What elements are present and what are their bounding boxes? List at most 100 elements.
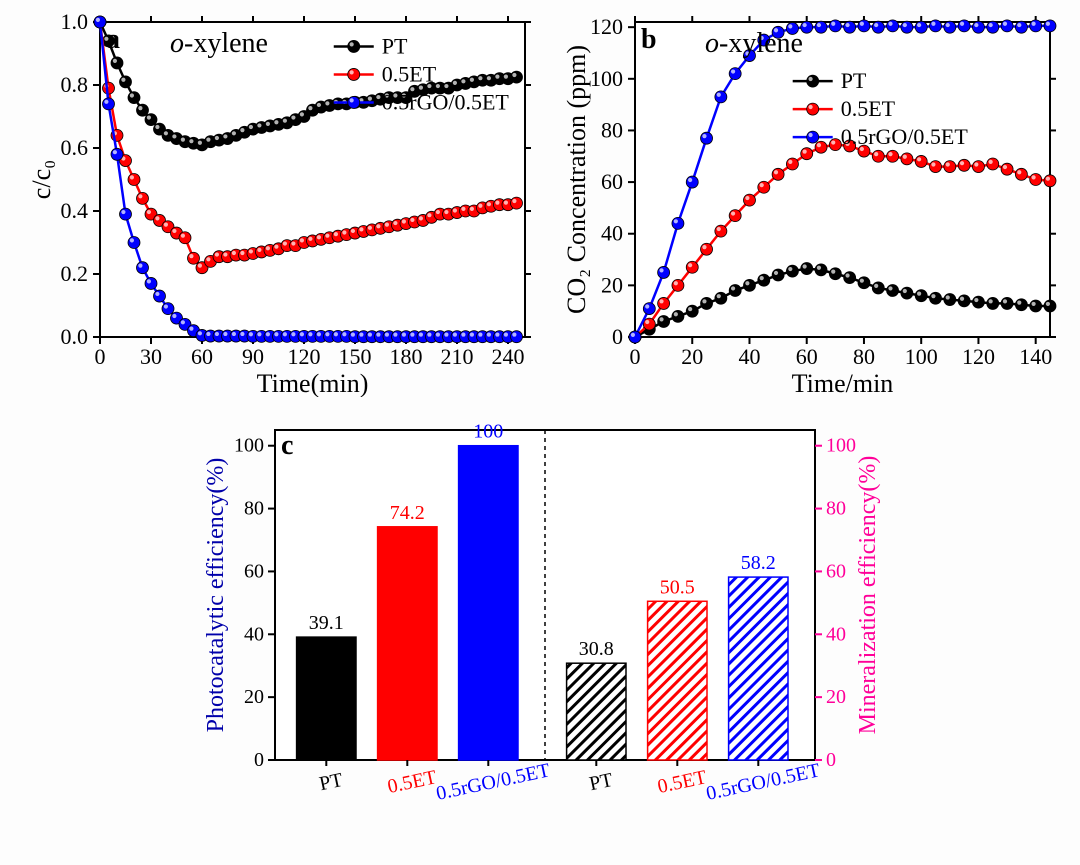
- datapoint: [179, 232, 191, 244]
- legend-label: PT: [382, 33, 408, 58]
- datapoint: [915, 21, 927, 33]
- datapoint: [915, 290, 927, 302]
- datapoint: [672, 217, 684, 229]
- svg-text:0.4: 0.4: [61, 198, 89, 223]
- legend-label: 0.5ET: [841, 96, 896, 121]
- datapoint: [729, 68, 741, 80]
- datapoint: [887, 285, 899, 297]
- svg-text:Time/min: Time/min: [792, 369, 894, 397]
- datapoint: [137, 192, 149, 204]
- svg-text:0.2: 0.2: [61, 261, 89, 286]
- datapoint: [643, 303, 655, 315]
- svg-text:0.8: 0.8: [61, 72, 89, 97]
- y-axis-right-label: Mineralization efficiency(%): [855, 456, 881, 735]
- datapoint: [801, 263, 813, 275]
- svg-text:0: 0: [630, 344, 641, 369]
- svg-text:60: 60: [191, 344, 213, 369]
- x-category-label: PT: [317, 769, 344, 795]
- datapoint: [915, 155, 927, 167]
- datapoint: [930, 161, 942, 173]
- y-axis-left-label: Photocatalytic efficiency(%): [203, 458, 229, 733]
- datapoint: [829, 268, 841, 280]
- svg-text:0: 0: [826, 749, 836, 771]
- svg-text:Time(min): Time(min): [257, 369, 369, 397]
- datapoint: [658, 316, 670, 328]
- datapoint: [786, 158, 798, 170]
- bar: [648, 601, 707, 760]
- datapoint: [930, 20, 942, 32]
- svg-text:40: 40: [244, 623, 264, 645]
- datapoint: [729, 285, 741, 297]
- bar: [459, 446, 518, 760]
- datapoint: [128, 237, 140, 249]
- svg-text:100: 100: [590, 66, 623, 91]
- svg-text:140: 140: [1019, 344, 1052, 369]
- x-category-label: PT: [587, 769, 614, 795]
- svg-text:20: 20: [601, 272, 623, 297]
- svg-text:120: 120: [962, 344, 995, 369]
- panel-label: c: [281, 430, 293, 461]
- datapoint: [128, 92, 140, 104]
- bar-value-label: 74.2: [390, 502, 425, 524]
- svg-text:120: 120: [288, 344, 321, 369]
- datapoint: [701, 132, 713, 144]
- datapoint: [815, 141, 827, 153]
- datapoint: [972, 296, 984, 308]
- datapoint: [901, 153, 913, 165]
- panel-a: 03060901201501802102400.00.20.40.60.81.0…: [30, 12, 535, 397]
- svg-text:20: 20: [244, 686, 264, 708]
- panel-label: a: [106, 24, 120, 55]
- datapoint: [858, 277, 870, 289]
- panel-title: o-xylene: [170, 28, 268, 59]
- svg-text:c/c₀: c/c₀: [30, 160, 56, 199]
- svg-text:150: 150: [339, 344, 372, 369]
- panel-b: 020406080100120140020406080100120Time/mi…: [550, 12, 1060, 397]
- svg-text:0.0: 0.0: [61, 324, 89, 349]
- datapoint: [844, 21, 856, 33]
- datapoint: [901, 21, 913, 33]
- datapoint: [137, 262, 149, 274]
- svg-text:100: 100: [826, 435, 856, 457]
- datapoint: [901, 287, 913, 299]
- datapoint: [872, 21, 884, 33]
- legend-label: 0.5rGO/0.5ET: [382, 89, 510, 114]
- svg-text:0: 0: [254, 749, 264, 771]
- datapoint: [1044, 175, 1056, 187]
- svg-text:90: 90: [242, 344, 264, 369]
- bar-value-label: 30.8: [579, 638, 614, 660]
- datapoint: [743, 279, 755, 291]
- datapoint: [715, 225, 727, 237]
- datapoint: [801, 148, 813, 160]
- svg-text:60: 60: [826, 560, 846, 582]
- svg-text:210: 210: [441, 344, 474, 369]
- svg-text:80: 80: [244, 498, 264, 520]
- datapoint: [743, 194, 755, 206]
- datapoint: [94, 16, 106, 28]
- bar-value-label: 100: [473, 421, 503, 443]
- panel-c: 020406080100020406080100Photocatalytic e…: [195, 415, 895, 845]
- datapoint: [987, 21, 999, 33]
- datapoint: [829, 20, 841, 32]
- svg-text:80: 80: [826, 498, 846, 520]
- bar-value-label: 58.2: [741, 552, 776, 574]
- svg-text:80: 80: [853, 344, 875, 369]
- figure-container: 03060901201501802102400.00.20.40.60.81.0…: [0, 0, 1080, 865]
- datapoint: [958, 295, 970, 307]
- datapoint: [715, 292, 727, 304]
- datapoint: [154, 290, 166, 302]
- panel-title: o-xylene: [705, 28, 803, 59]
- datapoint: [1015, 299, 1027, 311]
- datapoint: [987, 158, 999, 170]
- bar-value-label: 50.5: [660, 576, 695, 598]
- datapoint: [629, 331, 641, 343]
- datapoint: [1044, 300, 1056, 312]
- panel-label: b: [641, 24, 657, 55]
- datapoint: [887, 20, 899, 32]
- datapoint: [145, 114, 157, 126]
- datapoint: [1030, 300, 1042, 312]
- datapoint: [958, 159, 970, 171]
- datapoint: [858, 20, 870, 32]
- datapoint: [944, 294, 956, 306]
- datapoint: [786, 265, 798, 277]
- datapoint: [1015, 21, 1027, 33]
